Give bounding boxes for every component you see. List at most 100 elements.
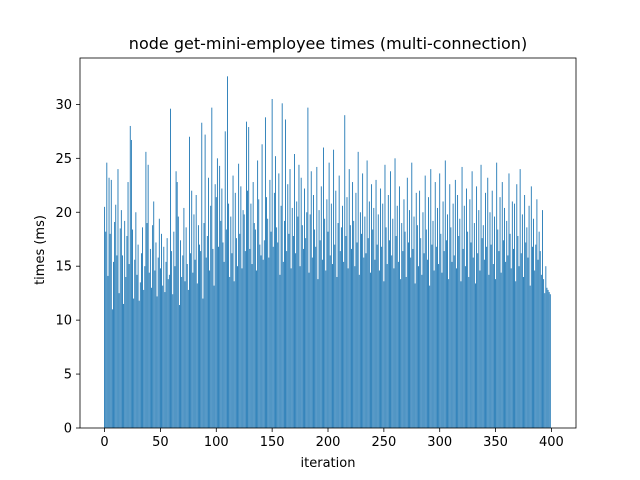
bar (168, 274, 170, 428)
bar (432, 220, 434, 428)
bar (549, 294, 551, 428)
bar (254, 229, 256, 428)
y-tick-label: 10 (55, 314, 72, 329)
bar (180, 240, 181, 428)
bar (535, 244, 537, 428)
bar (143, 289, 145, 428)
bar (117, 169, 119, 429)
bar (171, 251, 173, 428)
bar (244, 251, 246, 428)
bar (192, 272, 194, 428)
bar (122, 255, 123, 428)
bar (527, 257, 529, 428)
bar (358, 274, 360, 428)
bar (410, 257, 412, 428)
bar (494, 216, 495, 428)
bar (191, 190, 193, 428)
bar (268, 257, 270, 428)
bar (492, 264, 494, 428)
bar (546, 287, 548, 428)
bar (193, 214, 195, 428)
bar (523, 276, 524, 428)
bar (435, 246, 437, 428)
bar (483, 259, 485, 428)
x-tick-label: 50 (152, 435, 169, 450)
y-tick-label: 15 (55, 260, 72, 275)
bar (178, 305, 180, 428)
bar (273, 192, 275, 428)
bar (498, 251, 500, 428)
bar (416, 225, 418, 428)
bar (243, 214, 245, 428)
bar (514, 203, 515, 428)
bar (351, 248, 352, 428)
bar (428, 197, 429, 428)
bar (276, 227, 278, 428)
bar (314, 229, 316, 428)
bar (349, 225, 351, 428)
bar (239, 233, 241, 428)
bar (395, 235, 397, 428)
bar (330, 203, 332, 428)
bar (388, 240, 390, 428)
bar (440, 233, 442, 428)
bar (285, 119, 286, 429)
bar (172, 294, 174, 428)
bar (464, 266, 466, 428)
bar (138, 300, 140, 428)
bar (110, 179, 112, 428)
bar (450, 227, 452, 428)
bar (308, 272, 310, 428)
bar (267, 218, 269, 428)
y-axis-label: times (ms) (33, 215, 48, 285)
bar (419, 190, 421, 428)
bar (105, 231, 107, 428)
bar (161, 233, 162, 428)
x-tick-label: 400 (539, 435, 564, 450)
bar (471, 171, 473, 428)
bar (189, 136, 190, 428)
y-tick-label: 20 (55, 206, 72, 221)
bar (200, 251, 202, 428)
bar (361, 233, 362, 428)
bar (372, 229, 374, 428)
bar (384, 164, 386, 429)
bar (536, 199, 538, 428)
bar (194, 259, 196, 428)
bar (444, 160, 446, 429)
bar (387, 195, 389, 428)
bar (518, 266, 520, 428)
bar (452, 203, 454, 428)
bar (337, 223, 339, 428)
bar (460, 281, 462, 428)
y-axis-ticks: 0 5 10 15 20 25 30 (55, 98, 80, 437)
bar (292, 235, 294, 428)
bar (212, 248, 214, 428)
x-tick-label: 150 (260, 435, 285, 450)
bar (297, 216, 299, 428)
bar (157, 257, 159, 428)
bar (488, 274, 490, 428)
bar (213, 285, 215, 428)
bar (289, 169, 291, 429)
bar (209, 270, 211, 428)
bar (208, 177, 209, 428)
bar (478, 210, 480, 428)
bar (401, 223, 403, 428)
bar (425, 229, 427, 428)
bar (548, 292, 550, 428)
bar (466, 188, 467, 428)
bar (279, 274, 281, 428)
bar (119, 228, 121, 428)
bar (406, 177, 408, 428)
bar (506, 220, 508, 428)
bar (530, 186, 532, 428)
bar (409, 210, 410, 428)
bar (219, 165, 221, 428)
bar (291, 207, 293, 428)
bar (306, 212, 308, 428)
bar (420, 238, 422, 428)
bar (328, 162, 330, 428)
bar (438, 264, 440, 428)
bar (294, 154, 295, 428)
